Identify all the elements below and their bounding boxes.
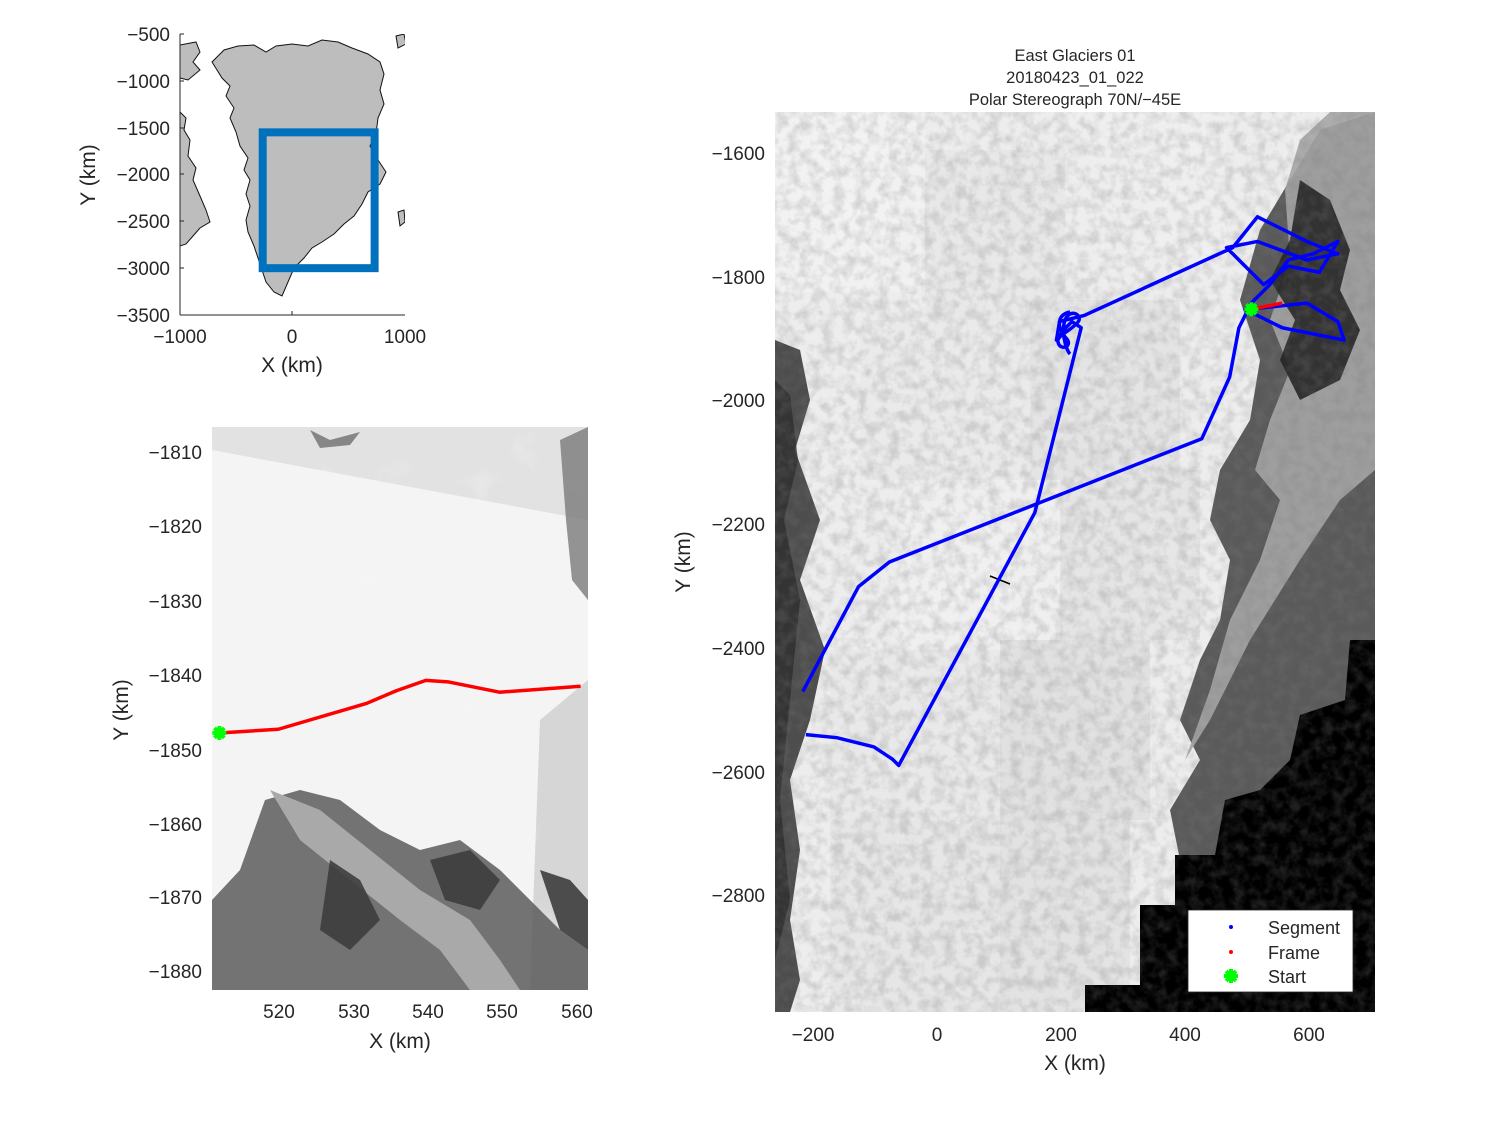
zoom-y-tick-label: −1820 <box>149 517 202 538</box>
overview-y-tick-label: −3500 <box>117 306 170 327</box>
main-y-tick-label: −2200 <box>712 515 765 536</box>
main-y-tick-label: −2400 <box>712 639 765 660</box>
main-x-ticks: −200 0 200 400 600 <box>792 1025 1325 1046</box>
main-y-tick-label: −2800 <box>712 886 765 907</box>
zoom-imagery <box>212 427 588 990</box>
canada-coast <box>180 41 201 81</box>
zoom-x-tick-label: 550 <box>486 1002 518 1023</box>
main-x-tick-label: 600 <box>1293 1025 1325 1046</box>
zoom-x-tick-label: 540 <box>412 1002 444 1023</box>
zoom-x-axis-label: X (km) <box>369 1030 431 1053</box>
legend-segment-label: Segment <box>1268 918 1340 938</box>
main-y-tick-label: −2000 <box>712 391 765 412</box>
main-x-tick-label: 200 <box>1045 1025 1077 1046</box>
main-y-tick-label: −1600 <box>712 144 765 165</box>
legend-start-marker <box>1224 969 1238 983</box>
zoom-y-tick-label: −1880 <box>149 962 202 983</box>
zoom-y-tick-label: −1870 <box>149 888 202 909</box>
main-legend: Segment Frame Start <box>1187 909 1354 993</box>
zoom-y-tick-label: −1850 <box>149 741 202 762</box>
overview-y-ticks: −500 −1000 −1500 −2000 −2500 −3000 −3500 <box>117 25 184 327</box>
start-marker-stroke <box>1244 302 1258 316</box>
overview-y-tick-label: −3000 <box>117 259 170 280</box>
main-x-axis-label: X (km) <box>1044 1052 1106 1075</box>
zoom-x-tick-label: 520 <box>263 1002 295 1023</box>
legend-start-label: Start <box>1268 967 1306 987</box>
zoom-start-marker <box>212 725 227 740</box>
zoom-y-tick-label: −1860 <box>149 815 202 836</box>
overview-x-tick-label: 1000 <box>384 327 426 348</box>
overview-x-tick-label: 0 <box>287 327 298 348</box>
main-segment-loop <box>1056 310 1081 356</box>
overview-x-axis-label: X (km) <box>261 354 323 377</box>
main-title-line2: 20180423_01_022 <box>1006 69 1144 87</box>
legend-frame-marker <box>1229 950 1233 954</box>
greenland-landmass <box>180 34 405 297</box>
overview-x-tick-label: −1000 <box>153 327 206 348</box>
overview-region-box <box>258 128 379 273</box>
main-y-axis-label: Y (km) <box>672 531 695 592</box>
legend-frame-label: Frame <box>1268 943 1320 963</box>
greenland <box>211 39 387 297</box>
zoom-frame-track <box>219 678 581 735</box>
main-y-tick-label: −2600 <box>712 763 765 784</box>
zoom-y-tick-label: −1810 <box>149 443 202 464</box>
legend-box <box>1187 909 1354 993</box>
main-map-panel: East Glaciers 01 20180423_01_022 Polar S… <box>672 47 1375 1075</box>
overview-y-tick-label: −1500 <box>117 119 170 140</box>
start-marker-stroke <box>1224 969 1238 983</box>
main-start-marker <box>1244 302 1259 317</box>
overview-y-tick-label: −2000 <box>117 165 170 186</box>
legend-segment-marker <box>1229 925 1233 929</box>
arctic-island <box>395 34 405 49</box>
arctic-island <box>397 209 405 227</box>
zoom-x-tick-label: 530 <box>338 1002 370 1023</box>
overview-map-panel: −500 −1000 −1500 −2000 −2500 −3000 −3500… <box>77 25 426 377</box>
zoom-y-axis-label: Y (km) <box>110 679 133 740</box>
zoom-x-tick-label: 560 <box>561 1002 593 1023</box>
main-x-tick-label: −200 <box>792 1025 835 1046</box>
zoom-y-tick-label: −1840 <box>149 666 202 687</box>
overview-y-tick-label: −2500 <box>117 212 170 233</box>
main-title-line1: East Glaciers 01 <box>1014 47 1135 65</box>
overview-y-tick-label: −1000 <box>117 72 170 93</box>
main-x-tick-label: 400 <box>1169 1025 1201 1046</box>
zoom-map-panel: −1810 −1820 −1830 −1840 −1850 −1860 −187… <box>110 427 593 1053</box>
baffin-island <box>180 111 211 247</box>
main-imagery <box>775 112 1375 1012</box>
zoom-y-ticks: −1810 −1820 −1830 −1840 −1850 −1860 −187… <box>149 443 202 983</box>
overview-y-axis-label: Y (km) <box>77 144 100 205</box>
main-y-tick-label: −1800 <box>712 268 765 289</box>
main-title-line3: Polar Stereograph 70N/−45E <box>969 91 1181 109</box>
start-marker-stroke <box>213 726 226 740</box>
zoom-x-ticks: 520 530 540 550 560 <box>263 1002 593 1023</box>
zoom-y-tick-label: −1830 <box>149 592 202 613</box>
main-y-ticks: −1600 −1800 −2000 −2200 −2400 −2600 −280… <box>712 144 765 907</box>
overview-x-ticks: −1000 0 1000 <box>153 311 426 348</box>
main-x-tick-label: 0 <box>932 1025 943 1046</box>
overview-y-tick-label: −500 <box>127 25 170 46</box>
